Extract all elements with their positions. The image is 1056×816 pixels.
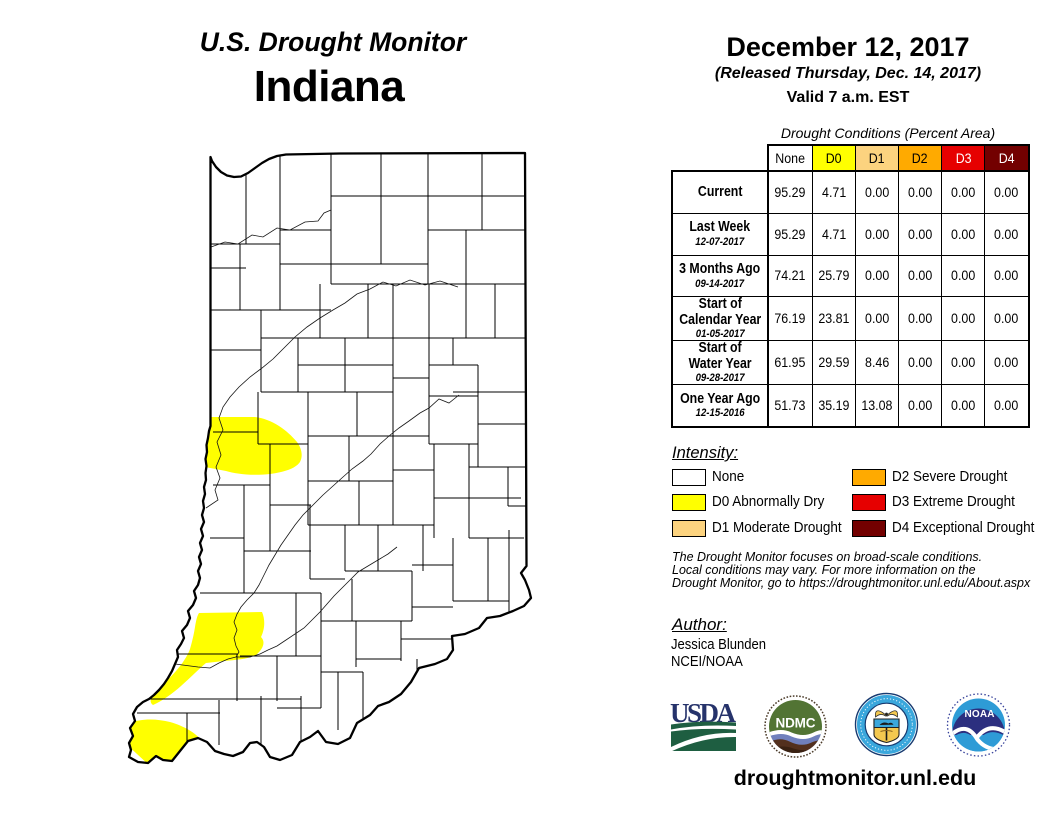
svg-text:NOAA: NOAA — [965, 709, 995, 720]
svg-text:NDMC: NDMC — [776, 716, 816, 731]
